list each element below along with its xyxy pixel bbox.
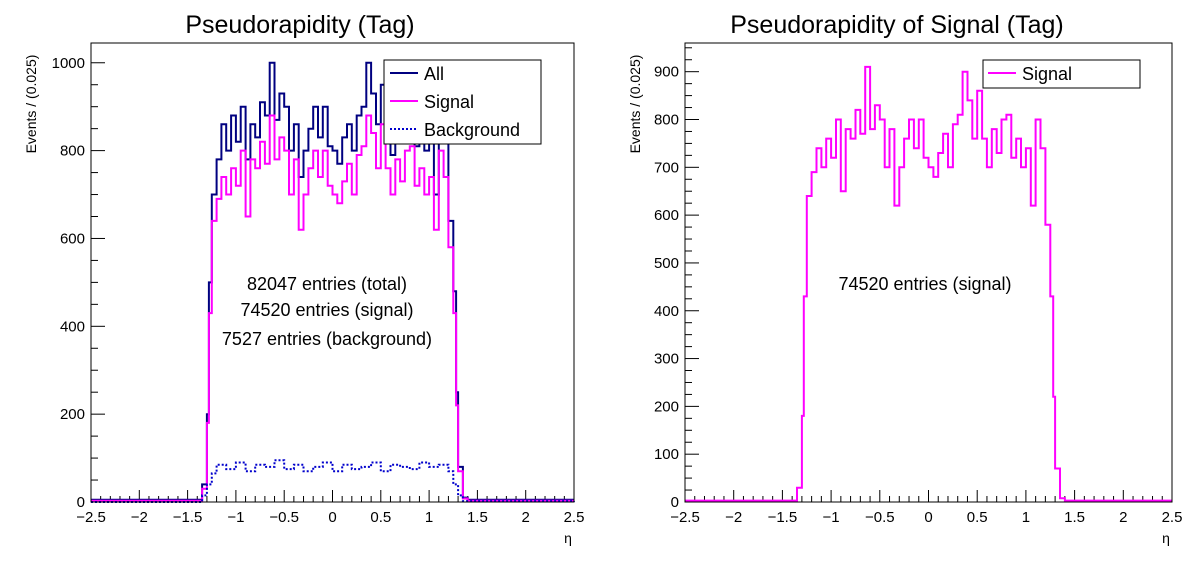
x-tick-label: 1.5 (467, 509, 488, 526)
y-tick-label: 1000 (52, 55, 85, 72)
chart-panel-all: Pseudorapidity (Tag) Events / (0.025) η … (23, 11, 584, 546)
x-tick-label: 1 (1022, 509, 1030, 526)
legend-entry-signal: Signal (1022, 64, 1072, 84)
annotation-signal: 74520 entries (signal) (240, 300, 413, 320)
x-tick-label: −1 (227, 509, 244, 526)
x-tick-label: 2.5 (1162, 509, 1183, 526)
y-tick-label: 0 (671, 494, 679, 511)
y-axis-label: Events / (0.025) (23, 55, 39, 154)
y-tick-label: 500 (654, 255, 679, 272)
axis-ticks: −2.5 −2 −1.5 −1 −0.5 0 0.5 1 1.5 2 2.5 0 200 400 600 80… (52, 55, 585, 526)
annotation-total: 82047 entries (total) (247, 274, 407, 294)
x-axis-label: η (564, 530, 572, 546)
x-tick-label: −0.5 (269, 509, 299, 526)
y-tick-label: 0 (77, 494, 85, 511)
y-tick-label: 600 (60, 230, 85, 247)
legend: All Signal Background (383, 59, 542, 145)
chart-title: Pseudorapidity of Signal (Tag) (730, 11, 1064, 39)
y-tick-label: 600 (654, 207, 679, 224)
x-tick-label: 2.5 (564, 509, 585, 526)
plot-frame (90, 42, 575, 503)
x-tick-label: −1.5 (173, 509, 203, 526)
y-tick-label: 800 (60, 143, 85, 160)
x-tick-label: 0 (328, 509, 336, 526)
y-axis-label: Events / (0.025) (627, 55, 643, 154)
series-background-line (91, 459, 575, 503)
x-axis-label: η (1162, 530, 1170, 546)
x-tick-label: 2 (522, 509, 530, 526)
y-tick-label: 400 (654, 303, 679, 320)
plot-frame (684, 42, 1173, 503)
x-tick-label: 1 (425, 509, 433, 526)
y-tick-label: 900 (654, 64, 679, 81)
chart-title: Pseudorapidity (Tag) (185, 11, 414, 39)
series-signal-line (685, 65, 1172, 502)
chart-panel-signal: Pseudorapidity of Signal (Tag) Events / … (627, 11, 1182, 546)
x-tick-label: −2.5 (670, 509, 700, 526)
x-tick-label: −2 (725, 509, 742, 526)
x-tick-label: 1.5 (1064, 509, 1085, 526)
y-tick-label: 300 (654, 351, 679, 368)
y-tick-label: 200 (60, 406, 85, 423)
series-group (91, 61, 575, 503)
axis-ticks: −2.5 −2 −1.5 −1 −0.5 0 0.5 1 1.5 2 2.5 0 100 200 300 40… (654, 47, 1183, 526)
x-tick-label: 0 (924, 509, 932, 526)
annotation-signal: 74520 entries (signal) (838, 274, 1011, 294)
x-tick-label: −2 (131, 509, 148, 526)
y-tick-label: 400 (60, 318, 85, 335)
annotation-background: 7527 entries (background) (222, 329, 432, 349)
legend-entry-all: All (424, 64, 444, 84)
x-tick-label: −0.5 (865, 509, 895, 526)
x-tick-label: 2 (1119, 509, 1127, 526)
legend-entry-background: Background (424, 120, 520, 140)
series-group (685, 65, 1172, 502)
x-tick-label: −1 (823, 509, 840, 526)
x-tick-label: 0.5 (370, 509, 391, 526)
x-tick-label: −2.5 (76, 509, 106, 526)
x-tick-label: 0.5 (967, 509, 988, 526)
y-tick-label: 700 (654, 159, 679, 176)
legend: Signal (982, 59, 1141, 89)
y-tick-label: 800 (654, 112, 679, 129)
legend-entry-signal: Signal (424, 92, 474, 112)
series-all-line (91, 61, 574, 501)
y-tick-label: 200 (654, 398, 679, 415)
x-tick-label: −1.5 (768, 509, 798, 526)
series-signal-line (91, 114, 574, 502)
y-tick-label: 100 (654, 446, 679, 463)
